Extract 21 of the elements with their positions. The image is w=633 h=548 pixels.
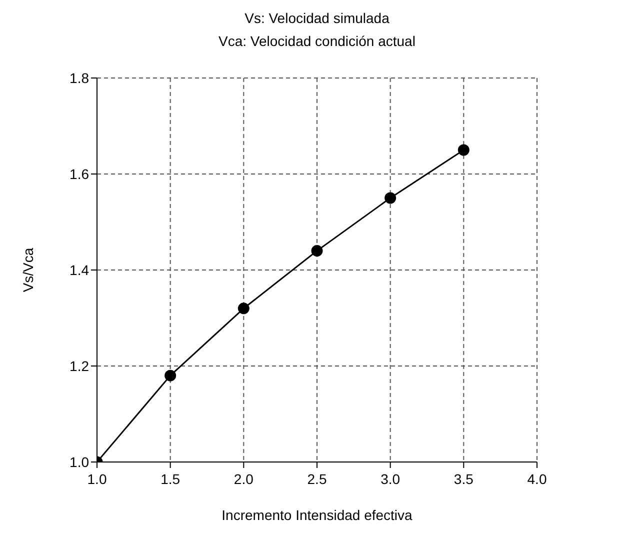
point [311, 245, 323, 257]
y-tick-label: 1.6 [70, 166, 90, 182]
point [384, 192, 396, 204]
point [238, 302, 250, 314]
y-tick-label: 1.2 [70, 358, 90, 374]
x-tick-label: 2.5 [307, 470, 327, 487]
point [458, 144, 470, 156]
x-tick-label: 3.0 [380, 470, 400, 487]
x-tick-label: 4.0 [527, 470, 547, 487]
point [164, 370, 176, 382]
x-tick-label: 3.5 [454, 470, 474, 487]
x-tick-label: 2.0 [234, 470, 254, 487]
y-tick-label: 1.0 [70, 454, 90, 470]
x-tick-label: 1.5 [160, 470, 180, 487]
x-axis-title: Incremento Intensidad efectiva [222, 507, 413, 523]
y-axis-title: Vs/Vca [20, 248, 36, 292]
x-tick-label: 1.0 [87, 470, 107, 487]
y-tick-label: 1.8 [70, 70, 90, 86]
y-tick-label: 1.4 [70, 262, 90, 278]
chart-subtitle: Vca: Velocidad condición actual [218, 33, 416, 49]
chart-title: Vs: Velocidad simulada [244, 10, 390, 26]
